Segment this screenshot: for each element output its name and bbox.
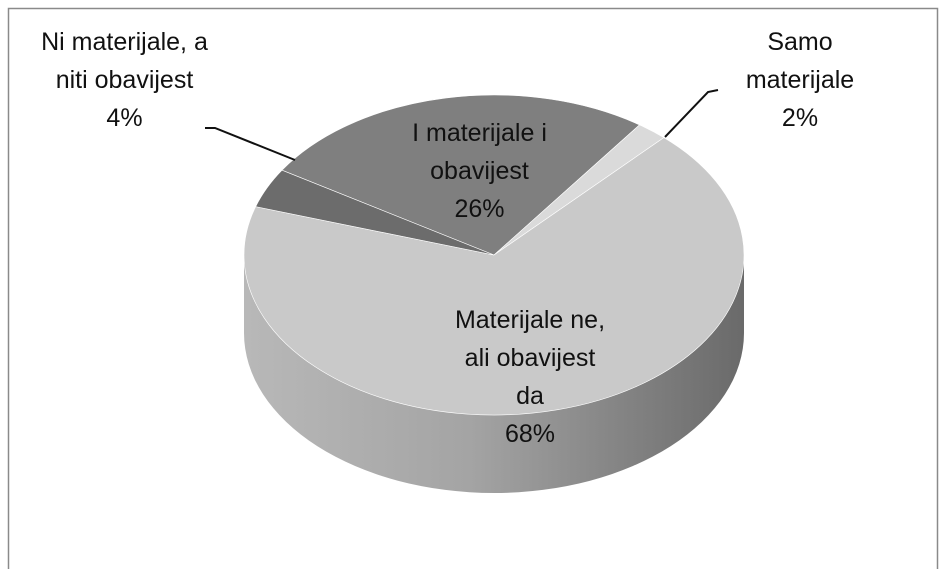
value-label: 2% [781, 104, 819, 132]
value-label: 4% [106, 104, 143, 132]
category-label: Materijale ne, ali obavijest da [454, 306, 606, 410]
slice [281, 94, 641, 256]
leader-line [205, 127, 296, 161]
slice [243, 137, 745, 416]
category-label: Ni materijale, a niti obavijest [41, 28, 208, 94]
slice-side [244, 255, 744, 493]
value-label: 68% [504, 420, 556, 448]
category-label: I materijale i obavijest [412, 119, 547, 185]
pie [243, 94, 745, 493]
value-label: 26% [454, 195, 505, 223]
category-label: Samo materijale [745, 28, 855, 94]
slice-label: Samo materijale 2% [730, 23, 870, 137]
slice [255, 169, 495, 256]
slice-label: I materijale i obavijest 26% [392, 114, 567, 228]
frame [7, 7, 939, 569]
slice-label: Materijale ne, ali obavijest da 68% [450, 301, 610, 453]
leader-line [664, 89, 719, 138]
slice-label: Ni materijale, a niti obavijest 4% [37, 23, 212, 137]
